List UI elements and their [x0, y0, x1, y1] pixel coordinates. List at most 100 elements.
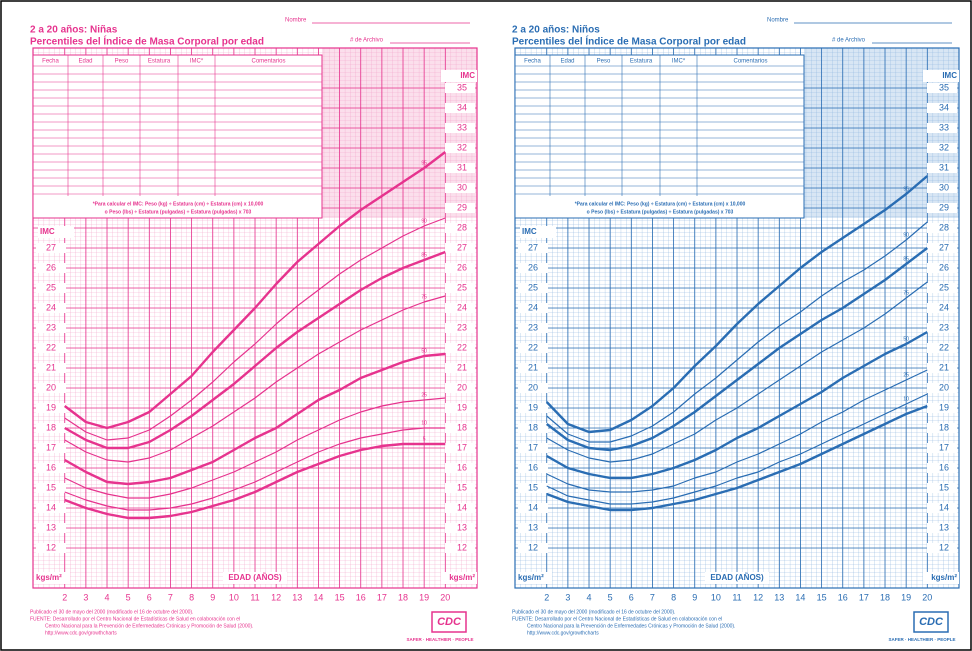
- tick-label-bg: [445, 543, 475, 553]
- percentile-curve: [64, 217, 446, 441]
- y-tick-label: 31: [939, 162, 949, 172]
- footer-text: Publicado el 30 de mayo del 2000 (modifi…: [512, 609, 675, 615]
- y-tick-label: 25: [939, 282, 949, 292]
- tick-label-bg: [36, 523, 66, 533]
- tick-label-bg: [445, 203, 475, 213]
- y-tick-label: 19: [46, 402, 56, 412]
- table-header: Peso: [115, 59, 129, 65]
- y-tick-label: 21: [457, 362, 467, 372]
- tick-label-bg: [927, 123, 957, 133]
- curve-label: 10: [421, 420, 427, 426]
- tick-label-bg: [518, 363, 548, 373]
- tick-label-bg: [927, 383, 957, 393]
- tick-label-bg: [927, 403, 957, 413]
- x-tick-label: 4: [586, 592, 591, 602]
- x-tick-label: 19: [419, 592, 429, 602]
- tick-label-bg: [927, 503, 957, 513]
- y-tick-label: 18: [46, 422, 56, 432]
- percentile-curve: [546, 404, 928, 512]
- percentile-curve: [64, 250, 446, 450]
- logo: CDC: [437, 616, 462, 628]
- y-tick-label: 16: [457, 462, 467, 472]
- x-tick-label: 20: [440, 592, 450, 602]
- y-tick-label: 27: [457, 242, 467, 252]
- formula: o Peso (lbs) ÷ Estatura (pulgadas) ÷ Est…: [587, 209, 734, 215]
- tick-label-bg: [927, 243, 957, 253]
- percentile-curve: [546, 221, 928, 443]
- y-tick-label: 13: [939, 522, 949, 532]
- x-tick-label: 2: [62, 592, 67, 602]
- tick-label-bg: [36, 483, 66, 493]
- percentile-curve: [64, 397, 446, 499]
- tick-label-bg: [445, 303, 475, 313]
- tick-label-bg: [445, 103, 475, 113]
- tick-label-bg: [927, 283, 957, 293]
- chart-title: 2 a 20 años: Niñas: [30, 25, 118, 36]
- tick-label-bg: [36, 303, 66, 313]
- x-tick-label: 13: [292, 592, 302, 602]
- tick-label-bg: [445, 463, 475, 473]
- y-tick-label: 19: [528, 402, 538, 412]
- y-tick-label: 21: [528, 362, 538, 372]
- tick-label-bg: [445, 383, 475, 393]
- y-tick-label: 14: [46, 502, 56, 512]
- tick-label-bg: [518, 243, 548, 253]
- footer-text: http://www.cdc.gov/growthcharts: [527, 630, 599, 636]
- tick-label-bg: [36, 383, 66, 393]
- x-tick-label: 14: [795, 592, 805, 602]
- y-tick-label: 22: [457, 342, 467, 352]
- table-header: Edad: [78, 59, 92, 65]
- axis-label: IMC: [460, 71, 475, 80]
- axis-label: kgs/m²: [36, 573, 62, 582]
- tick-label-bg: [36, 263, 66, 273]
- y-tick-label: 13: [46, 522, 56, 532]
- x-tick-label: 18: [398, 592, 408, 602]
- percentile-curve: [64, 352, 446, 486]
- record-table: [514, 54, 805, 219]
- table-header: Estatura: [630, 59, 653, 65]
- axis-label: kgs/m²: [518, 573, 544, 582]
- tick-label-bg: [36, 343, 66, 353]
- tick-label-bg: [445, 143, 475, 153]
- label-bg: [38, 226, 74, 238]
- tick-label-bg: [927, 143, 957, 153]
- y-tick-label: 23: [528, 322, 538, 332]
- file-field: # de Archivo: [350, 38, 384, 44]
- file-field: # de Archivo: [832, 38, 866, 44]
- y-tick-label: 22: [46, 342, 56, 352]
- percentile-curve: [546, 330, 928, 480]
- tick-label-bg: [927, 163, 957, 173]
- tick-label-bg: [445, 363, 475, 373]
- y-tick-label: 25: [46, 282, 56, 292]
- axis-label: EDAD (AÑOS): [710, 573, 764, 582]
- percentile-curve: [545, 247, 929, 452]
- tick-label-bg: [36, 423, 66, 433]
- y-tick-label: 23: [457, 322, 467, 332]
- x-tick-label: 8: [671, 592, 676, 602]
- logo: CDC: [919, 616, 944, 628]
- tick-label-bg: [445, 223, 475, 233]
- y-tick-label: 26: [939, 262, 949, 272]
- tick-label-bg: [518, 403, 548, 413]
- y-tick-label: 26: [528, 262, 538, 272]
- tick-label-bg: [518, 303, 548, 313]
- x-tick-label: 2: [544, 592, 549, 602]
- y-tick-label: 25: [528, 282, 538, 292]
- tick-label-bg: [927, 423, 957, 433]
- y-tick-label: 22: [939, 342, 949, 352]
- y-tick-label: 14: [528, 502, 538, 512]
- y-tick-label: 26: [457, 262, 467, 272]
- percentile-curve: [545, 175, 929, 434]
- tick-label-bg: [927, 203, 957, 213]
- logo-tagline: SAFER · HEALTHIER · PEOPLE: [407, 637, 474, 642]
- tick-label-bg: [927, 483, 957, 493]
- chart-subtitle: Percentiles del Índice de Masa Corporal …: [512, 35, 746, 48]
- plot-frame: [32, 47, 478, 589]
- tick-label-bg: [518, 323, 548, 333]
- y-tick-label: 32: [457, 142, 467, 152]
- name-field: Nombre: [767, 18, 789, 24]
- tick-label-bg: [927, 303, 957, 313]
- y-tick-label: 21: [939, 362, 949, 372]
- x-tick-label: 7: [650, 592, 655, 602]
- y-tick-label: 24: [46, 302, 56, 312]
